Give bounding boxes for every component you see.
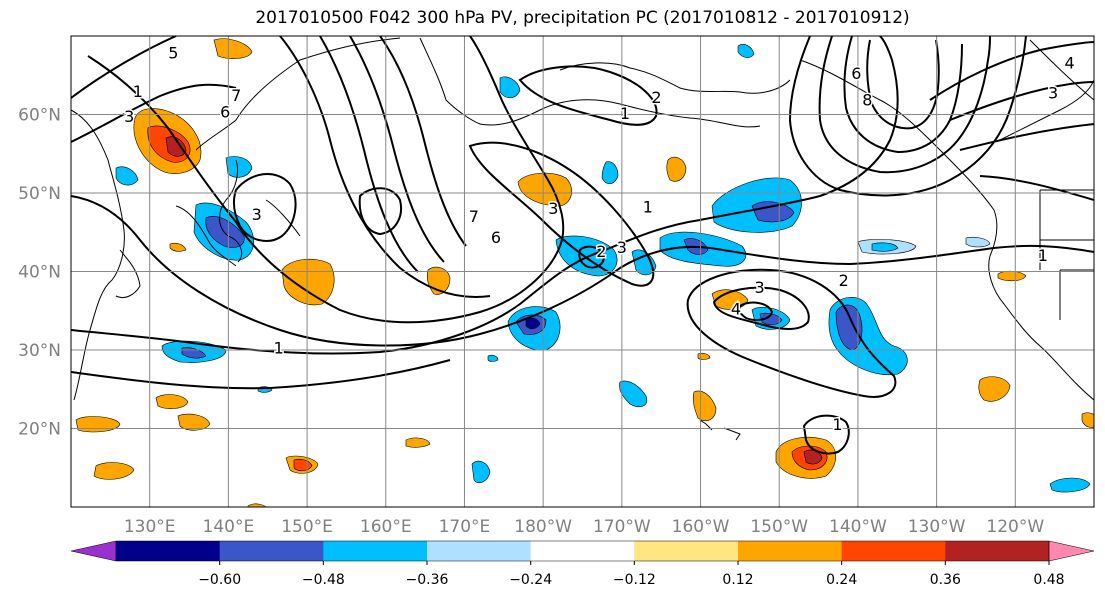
- pv-contour-label: 1: [274, 339, 284, 358]
- longitude-label: 150°W: [750, 517, 808, 537]
- pv-contour-label: 4: [731, 299, 741, 318]
- longitude-labels: 130°E 140°E 150°E 160°E 170°E 180°W 170°W 160°W…: [124, 517, 1045, 537]
- latitude-label: 50°N: [18, 184, 61, 204]
- longitude-label: 180°W: [514, 517, 572, 537]
- pv-contour-label: 6: [491, 228, 501, 247]
- colorbar-tick-label: 0.24: [826, 572, 857, 588]
- pv-contour-label: 3: [1048, 84, 1058, 103]
- colorbar-segment: [634, 541, 739, 561]
- pv-contour-label: 1: [133, 82, 143, 101]
- latitude-label: 20°N: [18, 420, 61, 440]
- pv-contour-label: 2: [596, 242, 606, 261]
- colorbar-segment: [323, 541, 428, 561]
- pv-contour-label: 3: [548, 199, 558, 218]
- colorbar-segment: [738, 541, 843, 561]
- map-title: 2017010500 F042 300 hPa PV, precipitatio…: [255, 8, 910, 28]
- gridlines: [71, 36, 1094, 507]
- pv-contour-label: 4: [1065, 54, 1075, 73]
- map-frame: [70, 35, 1095, 508]
- colorbar-extend-high: [1048, 540, 1095, 562]
- colorbar-tick-label: −0.60: [198, 572, 241, 588]
- longitude-label: 160°E: [360, 517, 412, 537]
- pv-contours: [71, 36, 1094, 455]
- longitude-label: 170°E: [439, 517, 491, 537]
- colorbar-segment: [530, 541, 635, 561]
- pv-contour-label: 7: [469, 207, 479, 226]
- pv-contour-label: 2: [839, 271, 849, 290]
- longitude-label: 170°W: [593, 517, 651, 537]
- colorbar-tick-label: 0.48: [1033, 572, 1064, 588]
- pv-contour-label: 6: [220, 102, 230, 121]
- longitude-label: 130°E: [124, 517, 176, 537]
- pv-contour-label: 2: [651, 88, 661, 107]
- colorbar-tick-label: −0.48: [302, 572, 345, 588]
- colorbar-tick-label: 0.12: [722, 572, 753, 588]
- pv-contour-label: 1: [832, 415, 842, 434]
- pv-contour-label: 3: [617, 238, 627, 257]
- colorbar-outline: [115, 540, 1050, 562]
- pv-contour-label: 1: [1038, 246, 1048, 265]
- longitude-label: 140°W: [829, 517, 887, 537]
- longitude-label: 160°W: [672, 517, 730, 537]
- latitude-label: 30°N: [18, 341, 61, 361]
- colorbar-tick-label: −0.24: [509, 572, 552, 588]
- longitude-label: 130°W: [908, 517, 966, 537]
- pv-contour-label: 7: [231, 86, 241, 105]
- pv-contour-label: 3: [252, 205, 262, 224]
- colorbar-extend-low: [70, 540, 117, 562]
- pv-contour-label: 8: [862, 91, 872, 110]
- coastlines: [71, 37, 1094, 441]
- colorbar-tick-label: −0.36: [406, 572, 449, 588]
- colorbar-tick-label: −0.12: [613, 572, 656, 588]
- latitude-labels: 60°N 50°N 40°N 30°N 20°N: [18, 106, 61, 440]
- colorbar-segment: [219, 541, 324, 561]
- pv-contour-label: 3: [124, 107, 134, 126]
- pv-contour-label: 5: [168, 43, 178, 62]
- colorbar-tick-label: 0.36: [930, 572, 961, 588]
- pv-contour-label: 6: [851, 64, 861, 83]
- pv-contour-label: 3: [754, 278, 764, 297]
- colorbar-segment: [841, 541, 946, 561]
- colorbar-segment: [945, 541, 1050, 561]
- pv-contour-label: 1: [620, 104, 630, 123]
- longitude-label: 150°E: [281, 517, 333, 537]
- longitude-label: 120°W: [986, 517, 1044, 537]
- longitude-label: 140°E: [203, 517, 255, 537]
- colorbar-segment: [427, 541, 532, 561]
- latitude-label: 60°N: [18, 106, 61, 126]
- colorbar-segment: [116, 541, 221, 561]
- latitude-label: 40°N: [18, 263, 61, 283]
- colorbar: −0.60 −0.48 −0.36 −0.24 −0.12 0.12 0.24 0.36 0.4…: [70, 540, 1095, 588]
- pv-contour-label: 1: [643, 197, 653, 216]
